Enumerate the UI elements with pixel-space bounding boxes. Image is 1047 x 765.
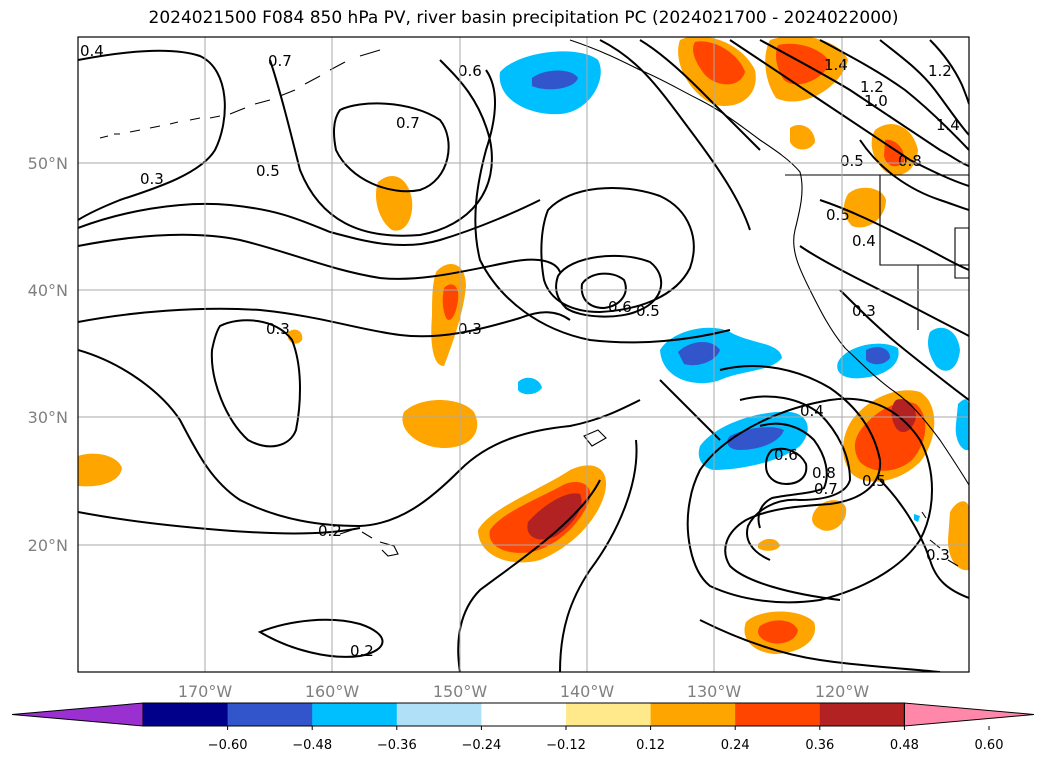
colorbar-tick-label: −0.36 [377, 738, 417, 753]
colorbar-segment [396, 703, 482, 726]
contour-label: 0.6 [774, 446, 798, 464]
colorbar-tick-label: −0.60 [208, 738, 248, 753]
contour-label: 0.4 [800, 402, 824, 420]
colorbar-segment [650, 703, 736, 726]
contour-label: 1.2 [928, 62, 952, 80]
pv-contour-labels: 0.4 0.7 0.6 0.7 0.3 0.5 0.6 0.5 0.3 0.3 … [80, 42, 960, 660]
contour-label: 0.3 [458, 320, 482, 338]
contour-label: 0.4 [852, 232, 876, 250]
colorbar-tick-label: −0.48 [292, 738, 332, 753]
contour-label: 0.4 [80, 42, 104, 60]
contour-label: 0.6 [608, 298, 632, 316]
lat-label: 20°N [28, 536, 68, 555]
contour-label: 1.2 [860, 78, 884, 96]
colorbar-segment [143, 703, 229, 726]
colorbar-tick-label: 0.36 [805, 738, 834, 753]
colorbar-segment [735, 703, 821, 726]
colorbar-extend-high [903, 702, 1035, 727]
contour-label: 0.3 [926, 546, 950, 564]
graticule [78, 37, 969, 672]
map-panel: 0.4 0.7 0.6 0.7 0.3 0.5 0.6 0.5 0.3 0.3 … [78, 37, 969, 672]
contour-label: 0.5 [256, 162, 280, 180]
pv-contours [78, 39, 969, 672]
colorbar-segment [566, 703, 652, 726]
colorbar-tick-label: −0.24 [461, 738, 501, 753]
longitude-labels: 170°W 160°W 150°W 140°W 130°W 120°W [178, 682, 870, 701]
contour-label: 0.3 [266, 320, 290, 338]
contour-label: 1.4 [824, 56, 848, 74]
precipitation-shading [78, 37, 969, 654]
contour-label: 0.5 [840, 152, 864, 170]
colorbar-tick-label: 0.24 [721, 738, 750, 753]
lat-label: 50°N [28, 154, 68, 173]
lon-label: 140°W [560, 682, 615, 701]
lon-label: 170°W [178, 682, 233, 701]
contour-label: 0.6 [458, 62, 482, 80]
colorbar-segment [819, 703, 905, 726]
contour-label: 1.4 [936, 116, 960, 134]
colorbar-extend-low [11, 702, 144, 727]
contour-label: 0.5 [862, 472, 886, 490]
contour-label: 0.8 [812, 464, 836, 482]
contour-label: 0.7 [396, 114, 420, 132]
lon-label: 130°W [687, 682, 742, 701]
lon-label: 120°W [815, 682, 870, 701]
map-title: 2024021500 F084 850 hPa PV, river basin … [148, 8, 899, 28]
contour-label: 1.0 [864, 92, 888, 110]
colorbar-frame [142, 702, 905, 727]
map-frame [77, 36, 970, 673]
coastlines [99, 39, 969, 567]
colorbar-tick-label: 0.12 [636, 738, 665, 753]
contour-label: 0.8 [898, 152, 922, 170]
colorbar-segment [481, 703, 567, 726]
contour-label: 0.7 [814, 480, 838, 498]
lat-label: 40°N [28, 281, 68, 300]
colorbar-tick-label: 0.60 [975, 738, 1004, 753]
contour-label: 0.2 [350, 642, 374, 660]
contour-label: 0.3 [852, 302, 876, 320]
lon-label: 150°W [433, 682, 488, 701]
lon-label: 160°W [305, 682, 360, 701]
contour-label: 0.5 [636, 302, 660, 320]
colorbar-tick-label: −0.12 [546, 738, 586, 753]
colorbar-tick-label: 0.48 [890, 738, 919, 753]
contour-label: 0.7 [268, 52, 292, 70]
latitude-labels: 50°N 40°N 30°N 20°N [28, 154, 68, 555]
contour-label: 0.3 [140, 170, 164, 188]
lat-label: 30°N [28, 408, 68, 427]
contour-label: 0.5 [826, 206, 850, 224]
colorbar: −0.60 −0.48 −0.36 −0.24 −0.12 0.12 0.24 0.36 0.4… [11, 702, 1035, 753]
colorbar-segment [312, 703, 398, 726]
contour-label: 0.2 [318, 522, 342, 540]
colorbar-segment [227, 703, 313, 726]
